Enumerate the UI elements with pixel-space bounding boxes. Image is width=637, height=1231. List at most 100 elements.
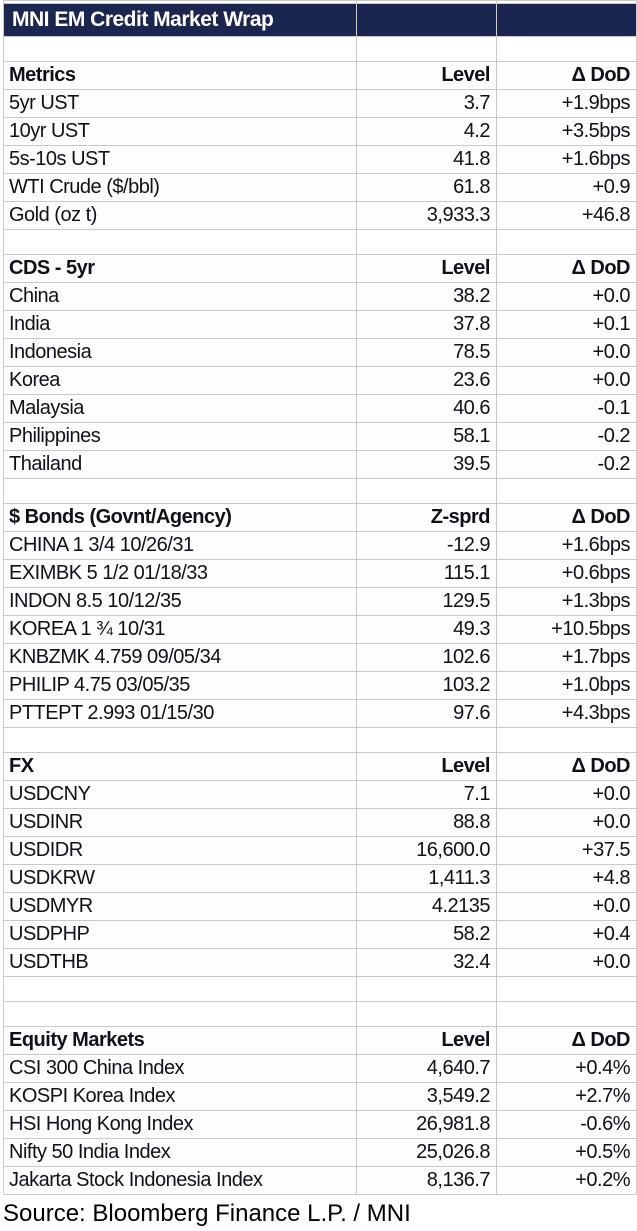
spacer-cell <box>496 727 637 753</box>
row-change: +0.0 <box>496 892 637 921</box>
spacer-cell <box>3 36 357 62</box>
market-wrap-table: MNI EM Credit Market Wrap Metrics Level … <box>3 0 637 1195</box>
table-row: USDMYR 4.2135 +0.0 <box>3 892 637 921</box>
spacer-cell <box>356 976 497 1002</box>
report-title: MNI EM Credit Market Wrap <box>3 3 357 37</box>
row-change: +4.8 <box>496 864 637 893</box>
row-label: Gold (oz t) <box>3 201 357 230</box>
row-change: +4.3bps <box>496 699 637 728</box>
table-row: PHILIP 4.75 03/05/35 103.2 +1.0bps <box>3 671 637 700</box>
row-label: KNBZMK 4.759 09/05/34 <box>3 643 357 672</box>
spacer-cell <box>356 229 497 255</box>
spacer-cell <box>3 976 357 1002</box>
row-label: 5yr UST <box>3 89 357 118</box>
column-header-value: Z-sprd <box>356 503 497 532</box>
spacer-cell <box>356 36 497 62</box>
table-row: 5s-10s UST 41.8 +1.6bps <box>3 145 637 174</box>
row-change: +10.5bps <box>496 615 637 644</box>
table-row: INDON 8.5 10/12/35 129.5 +1.3bps <box>3 587 637 616</box>
row-label: USDIDR <box>3 836 357 865</box>
row-value: 32.4 <box>356 948 497 977</box>
row-change: +0.0 <box>496 366 637 395</box>
column-header-value: Level <box>356 254 497 283</box>
row-change: +0.0 <box>496 948 637 977</box>
row-change: +1.3bps <box>496 587 637 616</box>
column-header-change: Δ DoD <box>496 254 637 283</box>
row-value: 58.1 <box>356 422 497 451</box>
row-label: WTI Crude ($/bbl) <box>3 173 357 202</box>
table-row: KNBZMK 4.759 09/05/34 102.6 +1.7bps <box>3 643 637 672</box>
row-label: India <box>3 310 357 339</box>
title-bar: MNI EM Credit Market Wrap <box>3 3 637 37</box>
row-change: +0.5% <box>496 1138 637 1167</box>
row-label: USDKRW <box>3 864 357 893</box>
table-row: USDINR 88.8 +0.0 <box>3 808 637 837</box>
row-label: USDTHB <box>3 948 357 977</box>
section-title: $ Bonds (Govnt/Agency) <box>3 503 357 532</box>
row-label: Malaysia <box>3 394 357 423</box>
spacer-cell <box>496 36 637 62</box>
spacer-cell <box>3 478 357 504</box>
table-row: USDTHB 32.4 +0.0 <box>3 948 637 977</box>
column-header-value: Level <box>356 61 497 90</box>
row-value: 4,640.7 <box>356 1054 497 1083</box>
spacer-row <box>3 1001 637 1027</box>
row-label: USDMYR <box>3 892 357 921</box>
row-value: 115.1 <box>356 559 497 588</box>
row-label: 10yr UST <box>3 117 357 146</box>
row-change: +0.2% <box>496 1166 637 1195</box>
spacer-cell <box>356 727 497 753</box>
table-row: Gold (oz t) 3,933.3 +46.8 <box>3 201 637 230</box>
section-header-row-metrics: Metrics Level Δ DoD <box>3 61 637 90</box>
source-note: Source: Bloomberg Finance L.P. / MNI <box>3 1200 411 1227</box>
row-change: -0.6% <box>496 1110 637 1139</box>
row-change: +0.4% <box>496 1054 637 1083</box>
row-value: 129.5 <box>356 587 497 616</box>
row-change: +0.1 <box>496 310 637 339</box>
title-bar-spacer <box>496 3 637 37</box>
row-value: 41.8 <box>356 145 497 174</box>
table-row: Jakarta Stock Indonesia Index 8,136.7 +0… <box>3 1166 637 1195</box>
table-row: USDIDR 16,600.0 +37.5 <box>3 836 637 865</box>
row-value: 88.8 <box>356 808 497 837</box>
column-header-value: Level <box>356 1026 497 1055</box>
row-label: China <box>3 282 357 311</box>
row-value: 61.8 <box>356 173 497 202</box>
row-value: 103.2 <box>356 671 497 700</box>
column-header-value: Level <box>356 752 497 781</box>
table-row: Thailand 39.5 -0.2 <box>3 450 637 479</box>
spacer-cell <box>3 1001 357 1027</box>
row-change: -0.2 <box>496 450 637 479</box>
row-label: USDPHP <box>3 920 357 949</box>
row-value: 7.1 <box>356 780 497 809</box>
row-change: +1.6bps <box>496 531 637 560</box>
row-label: Philippines <box>3 422 357 451</box>
table-row: PTTEPT 2.993 01/15/30 97.6 +4.3bps <box>3 699 637 728</box>
table-row: Nifty 50 India Index 25,026.8 +0.5% <box>3 1138 637 1167</box>
row-label: CSI 300 China Index <box>3 1054 357 1083</box>
row-value: -12.9 <box>356 531 497 560</box>
row-value: 1,411.3 <box>356 864 497 893</box>
table-row: Philippines 58.1 -0.2 <box>3 422 637 451</box>
section-header-row-cds: CDS - 5yr Level Δ DoD <box>3 254 637 283</box>
table-row: 5yr UST 3.7 +1.9bps <box>3 89 637 118</box>
section-header-row-equity: Equity Markets Level Δ DoD <box>3 1026 637 1055</box>
table-row: EXIMBK 5 1/2 01/18/33 115.1 +0.6bps <box>3 559 637 588</box>
spacer-cell <box>356 478 497 504</box>
row-label: KOREA 1 ¾ 10/31 <box>3 615 357 644</box>
column-header-change: Δ DoD <box>496 752 637 781</box>
row-value: 3,933.3 <box>356 201 497 230</box>
row-value: 3.7 <box>356 89 497 118</box>
spacer-cell <box>496 478 637 504</box>
row-value: 49.3 <box>356 615 497 644</box>
table-row: USDPHP 58.2 +0.4 <box>3 920 637 949</box>
table-row: CHINA 1 3/4 10/26/31 -12.9 +1.6bps <box>3 531 637 560</box>
row-label: PTTEPT 2.993 01/15/30 <box>3 699 357 728</box>
row-value: 4.2135 <box>356 892 497 921</box>
row-value: 26,981.8 <box>356 1110 497 1139</box>
table-row: CSI 300 China Index 4,640.7 +0.4% <box>3 1054 637 1083</box>
row-value: 25,026.8 <box>356 1138 497 1167</box>
row-label: EXIMBK 5 1/2 01/18/33 <box>3 559 357 588</box>
table-row: Korea 23.6 +0.0 <box>3 366 637 395</box>
